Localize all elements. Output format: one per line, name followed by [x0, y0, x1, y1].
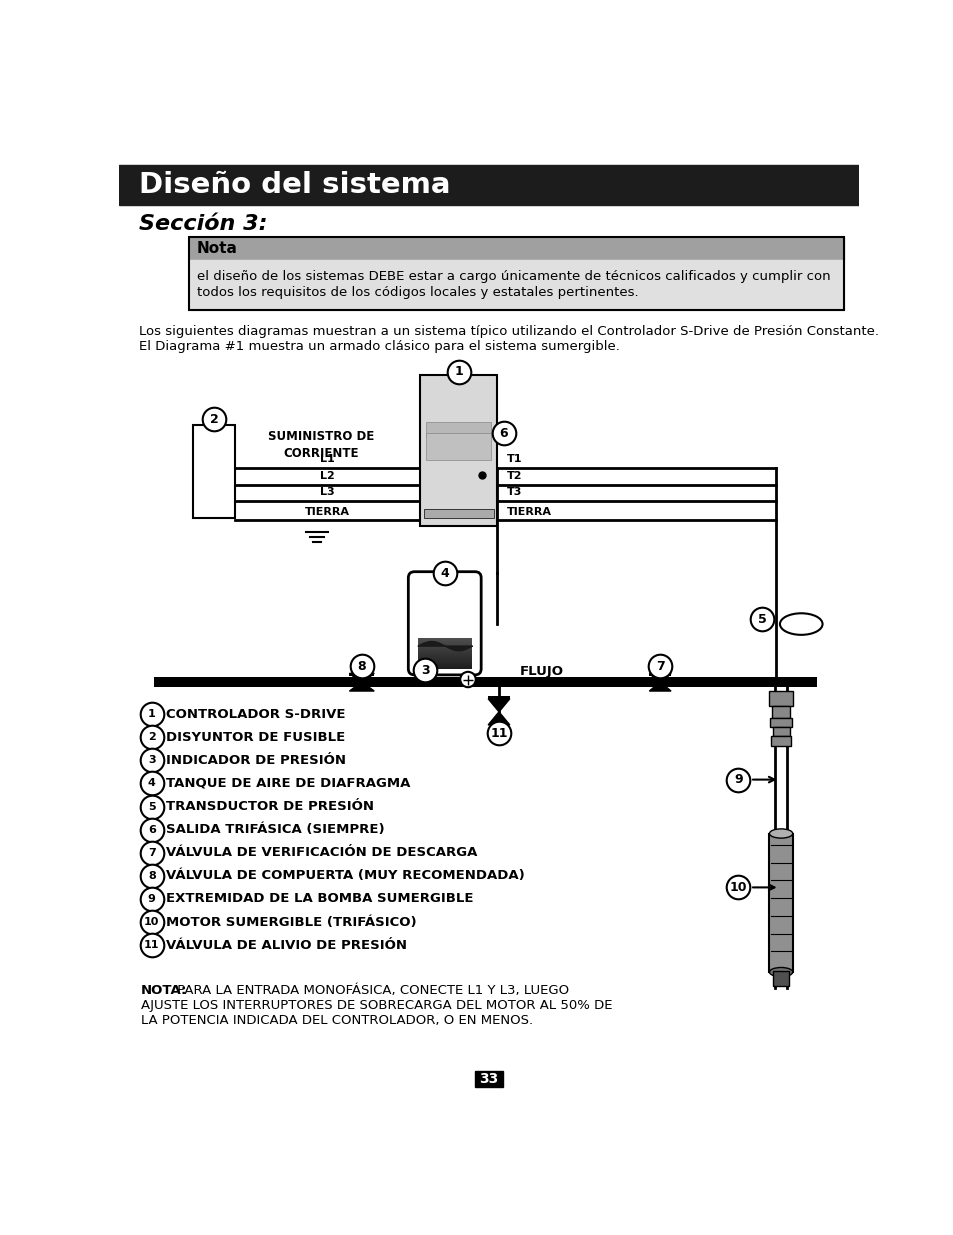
Bar — [769, 834, 792, 972]
Text: 9: 9 — [734, 773, 742, 787]
Circle shape — [459, 672, 476, 687]
Bar — [349, 673, 374, 676]
Text: T2: T2 — [506, 472, 521, 482]
Text: 7: 7 — [148, 847, 155, 858]
Text: 7: 7 — [655, 659, 664, 673]
Text: 6: 6 — [498, 426, 507, 440]
Text: 3: 3 — [420, 663, 429, 677]
Text: L3: L3 — [320, 488, 335, 498]
Text: DISYUNTOR DE FUSIBLE: DISYUNTOR DE FUSIBLE — [166, 731, 345, 743]
Text: Los siguientes diagramas muestran a un sistema típico utilizando el Controlador : Los siguientes diagramas muestran a un s… — [138, 325, 878, 338]
Bar — [154, 677, 816, 687]
Text: 8: 8 — [148, 871, 155, 881]
Bar — [770, 736, 790, 746]
Bar — [771, 706, 790, 718]
Text: T3: T3 — [506, 488, 521, 498]
Bar — [426, 433, 491, 461]
Text: FLUJO: FLUJO — [519, 666, 563, 678]
Bar — [426, 421, 491, 437]
Text: PARA LA ENTRADA MONOFÁSICA, CONECTE L1 Y L3, LUEGO: PARA LA ENTRADA MONOFÁSICA, CONECTE L1 Y… — [173, 983, 569, 997]
Bar — [193, 425, 235, 517]
Text: 1: 1 — [454, 366, 462, 378]
Text: SUMINISTRO DE
CORRIENTE: SUMINISTRO DE CORRIENTE — [268, 430, 374, 459]
Text: VÁLVULA DE VERIFICACIÓN DE DESCARGA: VÁLVULA DE VERIFICACIÓN DE DESCARGA — [166, 846, 476, 860]
Text: MOTOR SUMERGIBLE (TRIFÁSICO): MOTOR SUMERGIBLE (TRIFÁSICO) — [166, 915, 416, 929]
Text: Nota: Nota — [196, 241, 237, 256]
Text: el diseño de los sistemas DEBE estar a cargo únicamente de técnicos calificados : el diseño de los sistemas DEBE estar a c… — [196, 270, 829, 283]
Bar — [773, 971, 788, 986]
Text: 4: 4 — [440, 567, 449, 579]
Ellipse shape — [769, 829, 792, 839]
Text: LA POTENCIA INDICADA DEL CONTROLADOR, O EN MENOS.: LA POTENCIA INDICADA DEL CONTROLADOR, O … — [141, 1014, 533, 1028]
Text: 2: 2 — [210, 412, 218, 426]
Text: 4: 4 — [148, 778, 155, 788]
Bar — [772, 727, 789, 736]
Bar — [649, 673, 670, 676]
Polygon shape — [649, 673, 670, 683]
Text: 11: 11 — [144, 940, 159, 950]
Text: TIERRA: TIERRA — [305, 506, 350, 516]
Text: 3: 3 — [148, 756, 155, 766]
Text: INDICADOR DE PRESIÓN: INDICADOR DE PRESIÓN — [166, 753, 345, 767]
FancyBboxPatch shape — [408, 572, 480, 674]
Text: TIERRA: TIERRA — [506, 506, 551, 516]
Polygon shape — [488, 711, 509, 725]
Text: Diseño del sistema: Diseño del sistema — [138, 172, 450, 199]
Text: 33: 33 — [478, 1072, 498, 1086]
Bar — [189, 237, 843, 259]
Text: 11: 11 — [490, 727, 507, 740]
Text: todos los requisitos de los códigos locales y estatales pertinentes.: todos los requisitos de los códigos loca… — [196, 287, 638, 299]
Ellipse shape — [780, 614, 821, 635]
Text: El Diagrama #1 muestra un armado clásico para el sistema sumergible.: El Diagrama #1 muestra un armado clásico… — [138, 341, 618, 353]
Polygon shape — [649, 682, 670, 692]
Text: TANQUE DE AIRE DE DIAFRAGMA: TANQUE DE AIRE DE DIAFRAGMA — [166, 777, 410, 790]
Text: 6: 6 — [148, 825, 155, 835]
Text: 9: 9 — [148, 894, 155, 904]
Bar — [475, 1072, 502, 1087]
Ellipse shape — [769, 967, 792, 977]
Text: 5: 5 — [148, 802, 155, 811]
Text: NOTA:: NOTA: — [141, 983, 187, 997]
Text: VÁLVULA DE COMPUERTA (MUY RECOMENDADA): VÁLVULA DE COMPUERTA (MUY RECOMENDADA) — [166, 869, 524, 882]
Text: 1: 1 — [148, 709, 155, 719]
Bar — [769, 692, 792, 706]
Bar — [423, 509, 493, 517]
Text: 8: 8 — [357, 659, 366, 673]
Bar — [419, 375, 497, 526]
Text: 5: 5 — [758, 613, 766, 626]
Text: Sección 3:: Sección 3: — [138, 214, 267, 233]
Bar — [189, 259, 843, 310]
Text: TRANSDUCTOR DE PRESIÓN: TRANSDUCTOR DE PRESIÓN — [166, 800, 374, 813]
Polygon shape — [349, 673, 374, 683]
Text: 2: 2 — [148, 732, 155, 742]
Text: 10: 10 — [144, 918, 159, 927]
Bar — [769, 718, 791, 727]
Text: VÁLVULA DE ALIVIO DE PRESIÓN: VÁLVULA DE ALIVIO DE PRESIÓN — [166, 939, 406, 952]
Polygon shape — [349, 682, 374, 692]
Text: CONTROLADOR S-DRIVE: CONTROLADOR S-DRIVE — [166, 708, 345, 721]
Bar — [189, 237, 843, 310]
Text: L1: L1 — [320, 454, 335, 464]
Text: AJUSTE LOS INTERRUPTORES DE SOBRECARGA DEL MOTOR AL 50% DE: AJUSTE LOS INTERRUPTORES DE SOBRECARGA D… — [141, 999, 612, 1011]
Text: T1: T1 — [506, 454, 521, 464]
Text: 10: 10 — [729, 881, 746, 894]
Polygon shape — [488, 699, 509, 711]
Text: SALIDA TRIFÁSICA (SIEMPRE): SALIDA TRIFÁSICA (SIEMPRE) — [166, 824, 384, 836]
Bar — [119, 165, 858, 205]
Bar — [488, 697, 509, 699]
Text: EXTREMIDAD DE LA BOMBA SUMERGIBLE: EXTREMIDAD DE LA BOMBA SUMERGIBLE — [166, 893, 473, 905]
Text: L2: L2 — [320, 472, 335, 482]
